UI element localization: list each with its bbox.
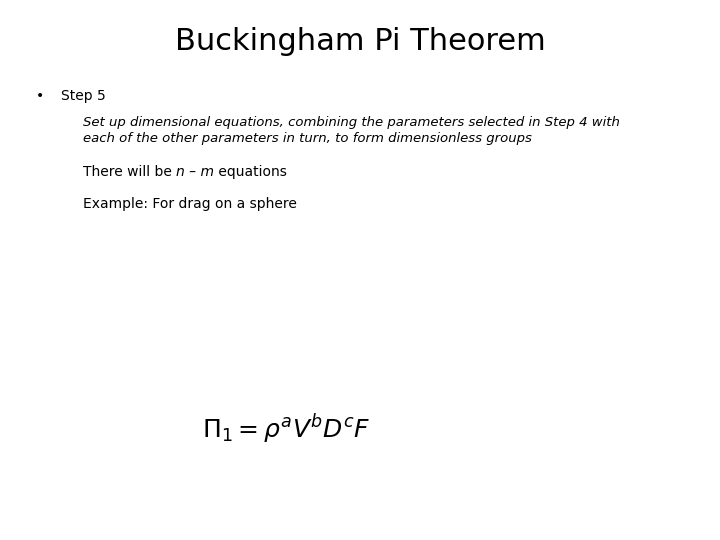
Text: equations: equations xyxy=(214,165,287,179)
Text: Set up dimensional equations, combining the parameters selected in Step 4 with: Set up dimensional equations, combining … xyxy=(83,116,620,129)
Text: $\Pi_1 = \rho^a V^b D^c F$: $\Pi_1 = \rho^a V^b D^c F$ xyxy=(202,412,370,445)
Text: There will be: There will be xyxy=(83,165,176,179)
Text: Example: For drag on a sphere: Example: For drag on a sphere xyxy=(83,197,297,211)
Text: Buckingham Pi Theorem: Buckingham Pi Theorem xyxy=(175,27,545,56)
Text: Step 5: Step 5 xyxy=(61,89,106,103)
Text: each of the other parameters in turn, to form dimensionless groups: each of the other parameters in turn, to… xyxy=(83,132,531,145)
Text: n – m: n – m xyxy=(176,165,214,179)
Text: •: • xyxy=(35,89,44,103)
